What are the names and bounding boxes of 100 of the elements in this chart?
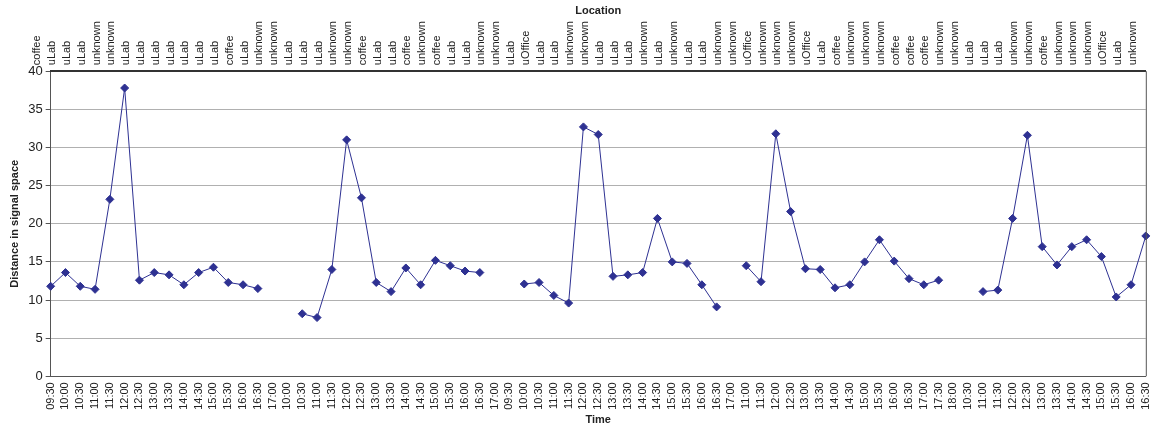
text: uLab [237,40,250,66]
x-tick-label: 13:30 [162,382,175,410]
x-tick-label: 12:30 [591,382,604,410]
x-tick-label: 16:30 [902,382,915,410]
x-tick-label: 17:00 [265,382,278,410]
text: unknown [755,21,768,66]
x-tick-label: 10:30 [295,382,308,410]
x-tick-label: 11:30 [324,382,337,409]
x-axis-title: Time [585,413,611,426]
x-tick-label: 14:30 [191,382,204,410]
text: uOffice [740,30,753,66]
text: unknown [563,21,576,66]
text: unknown [948,21,961,66]
x-tick-label: 13:30 [813,382,826,410]
x-tick-label: 11:00 [546,382,559,409]
x-tick-label: 14:00 [176,382,189,410]
text: unknown [785,21,798,66]
x-tick-label: 12:00 [768,382,781,410]
text: unknown [933,21,946,66]
text: coffee [903,35,916,66]
text: uLab [622,40,635,66]
text: uLab [282,40,295,66]
x-tick-label: 14:00 [828,382,841,410]
x-tick-label: 15:00 [428,382,441,410]
x-tick-label: 14:30 [842,382,855,410]
x-tick-label: 12:30 [354,382,367,410]
text: uLab [193,40,206,66]
text: uLab [548,40,561,66]
text: unknown [489,21,502,66]
text: unknown [770,21,783,66]
text: uLab [962,40,975,66]
x-tick-label: 15:30 [221,382,234,410]
text: uLab [385,40,398,66]
x-tick-label: 13:00 [1035,382,1048,410]
text: unknown [637,21,650,66]
text: coffee [829,35,842,66]
text: unknown [711,21,724,66]
text: uLab [148,40,161,66]
x-tick-label: 14:00 [398,382,411,410]
text: uLab [607,40,620,66]
text: uLab [74,40,87,66]
y-axis-title: Distance in signal space [7,159,20,288]
x-tick-label: 15:30 [1109,382,1122,410]
text: unknown [415,21,428,66]
x-tick-label: 14:30 [413,382,426,410]
text: uLab [533,40,546,66]
text: unknown [859,21,872,66]
x-tick-label: 15:00 [665,382,678,410]
text: uLab [814,40,827,66]
text: unknown [104,21,117,66]
y-tick-label: 10 [28,291,43,307]
x-tick-label: 17:00 [916,382,929,410]
text: uLab [119,40,132,66]
text: uLab [178,40,191,66]
x-tick-label: 13:00 [798,382,811,410]
text: uLab [504,40,517,66]
text: coffee [30,35,43,66]
text: uLab [977,40,990,66]
x-tick-label: 16:00 [236,382,249,410]
text: uLab [652,40,665,66]
x-tick-label: 12:00 [1005,382,1018,410]
x-tick-label: 18:00 [946,382,959,410]
text: coffee [1036,35,1049,66]
text: uLab [370,40,383,66]
x-tick-label: 16:30 [472,382,485,410]
x-tick-label: 12:30 [132,382,145,410]
text: unknown [326,21,339,66]
x-tick-label: 15:00 [857,382,870,410]
x-tick-label: 17:00 [487,382,500,410]
y-tick-label: 20 [28,215,43,231]
text: uLab [163,40,176,66]
x-tick-label: 13:30 [620,382,633,410]
x-tick-label: 10:00 [280,382,293,410]
x-tick-label: 15:00 [1094,382,1107,410]
y-tick-label: 30 [28,139,43,155]
text: uLab [696,40,709,66]
text: uLab [459,40,472,66]
x-tick-label: 13:00 [606,382,619,410]
x-tick-label: 10:00 [517,382,530,410]
text: unknown [666,21,679,66]
text: uLab [208,40,221,66]
text: coffee [888,35,901,66]
x-tick-label: 11:00 [310,382,323,409]
x-tick-label: 09:30 [502,382,515,410]
y-tick-label: 5 [35,329,43,345]
x-tick-label: 10:30 [961,382,974,410]
text: unknown [267,21,280,66]
x-tick-label: 11:00 [739,382,752,409]
x-tick-label: 16:30 [709,382,722,410]
text: uLab [60,40,73,66]
text: unknown [1125,21,1138,66]
text: uLab [296,40,309,66]
x-tick-label: 15:00 [206,382,219,410]
text: uLab [134,40,147,66]
y-tick-label: 25 [28,177,43,193]
text: uLab [992,40,1005,66]
x-tick-label: 17:00 [724,382,737,410]
text: unknown [1007,21,1020,66]
text: coffee [222,35,235,66]
x-tick-label: 12:00 [339,382,352,410]
